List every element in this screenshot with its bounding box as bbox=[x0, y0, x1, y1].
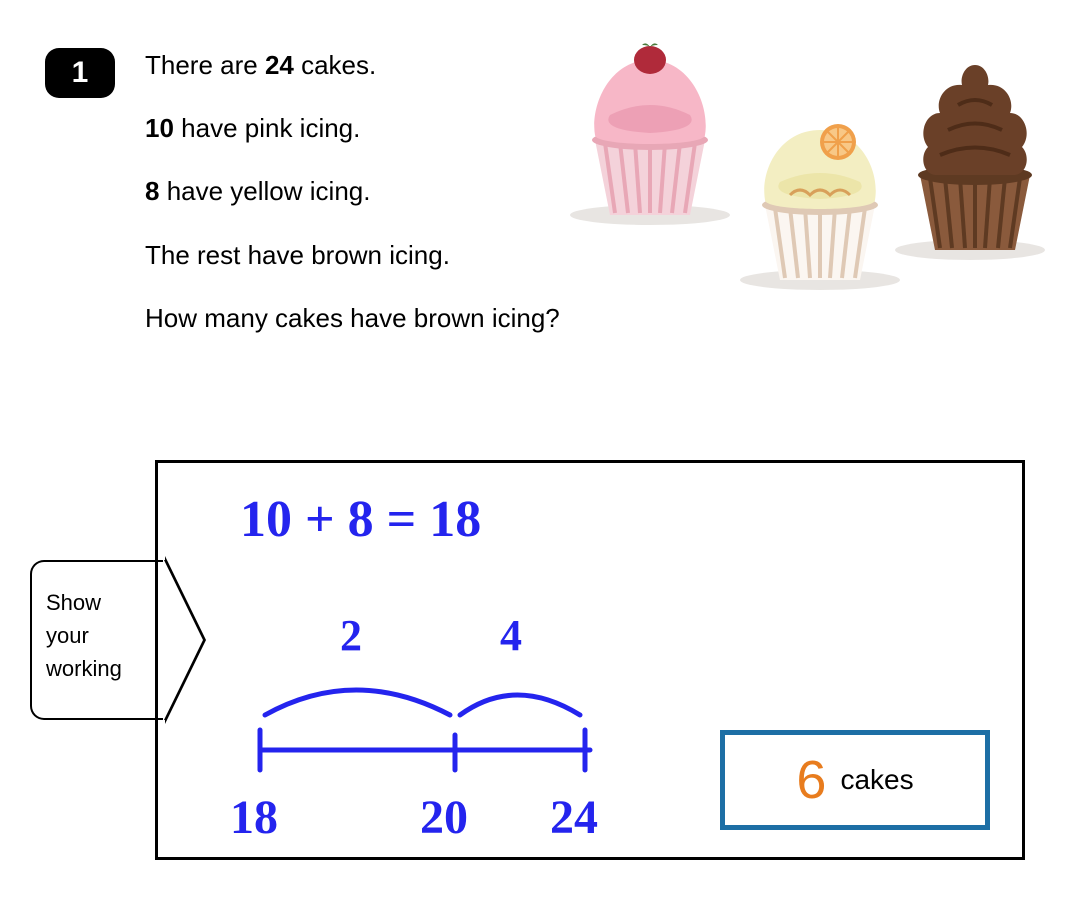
answer-value: 6 bbox=[796, 749, 826, 811]
answer-box: 6 cakes bbox=[720, 730, 990, 830]
working-jump-1: 2 bbox=[340, 610, 362, 661]
show-working-tab: Show your working bbox=[30, 560, 165, 720]
working-equation: 10 + 8 = 18 bbox=[240, 490, 481, 549]
t: have yellow icing. bbox=[159, 176, 370, 206]
t: have pink icing. bbox=[174, 113, 360, 143]
t: There are bbox=[145, 50, 265, 80]
show-working-label: Show your working bbox=[46, 586, 165, 685]
worksheet-page: 1 There are 24 cakes. 10 have pink icing… bbox=[0, 0, 1076, 924]
t: 24 bbox=[265, 50, 294, 80]
cupcake-pink-icon bbox=[592, 43, 708, 215]
cupcake-yellow-icon bbox=[762, 124, 878, 280]
question-number-badge: 1 bbox=[45, 48, 115, 98]
t: 10 bbox=[145, 113, 174, 143]
working-jump-2: 4 bbox=[500, 610, 522, 661]
t: 8 bbox=[145, 176, 159, 206]
answer-unit: cakes bbox=[840, 764, 913, 796]
t: cakes. bbox=[294, 50, 376, 80]
number-line-drawing bbox=[240, 660, 620, 800]
cupcakes-illustration bbox=[550, 35, 1050, 295]
cupcake-brown-icon bbox=[918, 65, 1032, 250]
line-5: How many cakes have brown icing? bbox=[145, 303, 645, 334]
